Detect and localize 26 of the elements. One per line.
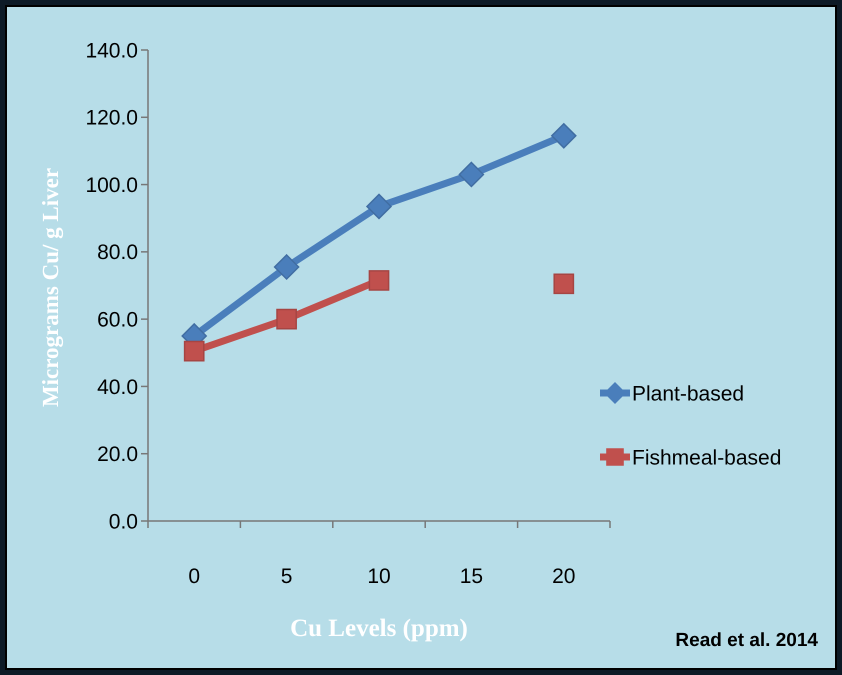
legend-label: Fishmeal-based — [632, 446, 782, 470]
y-tick-label: 60.0 — [97, 308, 138, 332]
point — [274, 254, 300, 280]
legend-label: Plant-based — [632, 382, 744, 406]
x-tick-label: 15 — [460, 565, 484, 588]
point — [184, 340, 205, 362]
point — [553, 273, 574, 294]
x-tick-label: 5 — [280, 565, 292, 588]
y-tick-label: 120.0 — [85, 106, 138, 130]
point — [366, 194, 392, 220]
point — [458, 162, 484, 188]
y-tick-label: 20.0 — [97, 443, 138, 466]
y-tick-label: 140.0 — [85, 39, 138, 62]
x-axis-title: Cu Levels (ppm) — [290, 615, 468, 642]
y-tick-label: 0.0 — [108, 510, 138, 534]
text: Read et al. 2014 — [675, 630, 818, 651]
x-tick-label: 20 — [552, 565, 576, 588]
y-axis-title: Micrograms Cu/ g Liver — [38, 168, 64, 408]
x-tick-label: 10 — [367, 565, 391, 588]
y-tick-label: 40.0 — [97, 376, 138, 399]
y-tick-label: 80.0 — [97, 241, 138, 264]
point — [276, 308, 297, 330]
x-tick-label: 0 — [188, 565, 200, 588]
point — [368, 270, 390, 291]
point — [551, 123, 577, 149]
y-tick-label: 100.0 — [85, 174, 138, 197]
